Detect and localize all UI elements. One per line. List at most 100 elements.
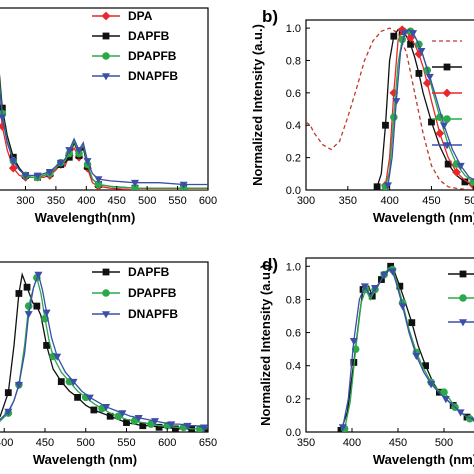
data-point [155, 423, 163, 431]
data-point [0, 121, 7, 131]
y-tick-label: 0.2 [286, 394, 301, 406]
series-line-dpa [0, 100, 208, 190]
data-point [389, 88, 399, 98]
data-point [90, 406, 98, 414]
data-point [396, 282, 404, 290]
legend-swatch-marker [459, 294, 467, 302]
data-point [131, 184, 139, 190]
data-point [33, 302, 41, 310]
data-point [106, 412, 114, 420]
legend-label: DPAPFB [128, 49, 177, 63]
data-point [409, 30, 418, 38]
series-line-series-0 [306, 27, 474, 190]
data-point [0, 114, 7, 122]
panel-c: 400 450 500 550 600 650 Wavelength (nm) DAPFB DP… [0, 261, 217, 467]
data-point [75, 147, 84, 155]
data-point [441, 396, 450, 404]
legend-swatch-marker [443, 63, 451, 71]
x-tick-label: 450 [108, 195, 126, 207]
data-point [43, 342, 51, 349]
data-point [94, 180, 103, 189]
y-tick-label: 0.2 [286, 153, 301, 165]
data-point [440, 388, 448, 397]
data-point [469, 178, 474, 186]
x-tick-label: 400 [380, 195, 398, 207]
data-point [57, 378, 65, 386]
panel-a: 300 350 400 450 500 550 600 Wavelength(nm) DPA DA… [0, 7, 217, 225]
legend-label: DNAPFB [128, 69, 178, 83]
y-tick-label: 0.0 [286, 185, 301, 197]
x-axis-label: Wavelength(nm) [35, 210, 136, 225]
data-point [45, 169, 54, 177]
data-point [114, 412, 123, 421]
data-point [183, 422, 192, 431]
legend-label: DPA [128, 9, 153, 23]
plot-frame [0, 261, 209, 433]
plot-area [306, 25, 474, 190]
data-point [4, 389, 12, 397]
x-tick-label: 450 [389, 437, 407, 449]
x-tick-label: 300 [16, 195, 34, 207]
data-point [349, 338, 358, 346]
data-point [392, 98, 401, 106]
y-tick-label: 0.4 [286, 120, 301, 132]
plot-frame [0, 7, 209, 191]
x-tick-label: 400 [343, 437, 361, 449]
plot-frame [305, 19, 474, 191]
data-point [24, 302, 33, 310]
x-tick-label: 400 [0, 437, 13, 449]
data-point [382, 121, 389, 129]
data-point [130, 179, 139, 188]
data-point [14, 381, 23, 390]
y-tick-label: 0.6 [286, 88, 301, 100]
y-axis-label: Normalized Intensity (a.u.) [250, 24, 265, 186]
data-point [42, 309, 51, 317]
plot-area [0, 271, 208, 432]
data-point [456, 409, 465, 417]
y-axis-label: Normalized Intensity (a.u.) [258, 264, 273, 426]
y-tick-label: 0.8 [286, 294, 301, 306]
data-point [388, 268, 397, 276]
x-tick-label: 500 [435, 437, 453, 449]
data-point [34, 271, 43, 279]
data-point [139, 422, 147, 430]
data-point [380, 271, 389, 279]
data-point [400, 30, 409, 38]
x-tick-label: 500 [77, 437, 95, 449]
data-point [440, 122, 448, 130]
legend-swatch-marker [101, 11, 111, 21]
data-point [102, 404, 111, 412]
x-tick-label: 450 [36, 437, 54, 449]
data-point [94, 176, 103, 184]
data-point [338, 424, 347, 432]
legend-swatch-marker [443, 115, 451, 123]
data-point [83, 158, 92, 166]
y-tick-label: 1.0 [286, 261, 301, 273]
x-tick-label: 550 [117, 437, 135, 449]
x-tick-label: 600 [158, 437, 176, 449]
data-point [422, 362, 429, 370]
data-point [23, 283, 31, 291]
x-tick-label: 450 [422, 195, 440, 207]
x-tick-label: 500 [138, 195, 156, 207]
data-point [123, 419, 130, 426]
data-point [65, 147, 74, 155]
data-point [390, 32, 398, 40]
data-point [373, 183, 381, 190]
x-tick-label: 350 [47, 195, 65, 207]
data-point [147, 420, 155, 428]
plot-frame [305, 257, 474, 433]
panel-letter: d) [262, 255, 278, 274]
panel-d: 350 400 450 500 0.0 0.2 0.4 0.6 0.8 1.0 Wavelength… [258, 255, 474, 467]
data-point [15, 290, 23, 297]
data-point [425, 73, 434, 82]
x-tick-label: 350 [297, 437, 315, 449]
data-point [8, 163, 18, 173]
legend-label: DAPFB [128, 265, 170, 279]
data-point [383, 182, 392, 190]
data-point [74, 393, 81, 401]
data-point [118, 410, 127, 418]
y-tick-label: 1.0 [286, 23, 301, 35]
legend-swatch-marker [102, 311, 110, 319]
